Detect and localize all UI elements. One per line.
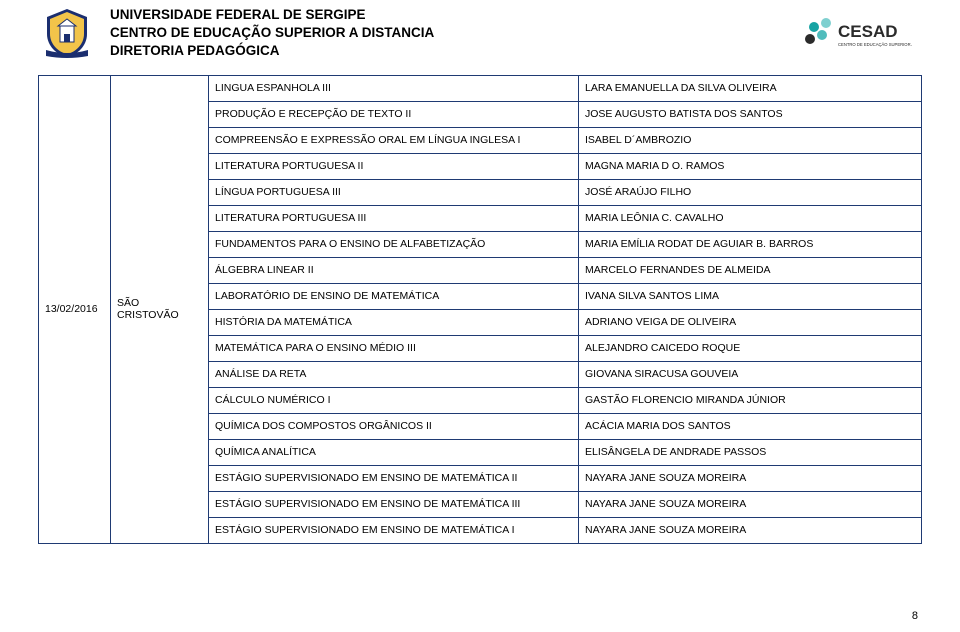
- person-cell: IVANA SILVA SANTOS LIMA: [579, 283, 922, 309]
- person-cell: NAYARA JANE SOUZA MOREIRA: [579, 465, 922, 491]
- person-cell: ADRIANO VEIGA DE OLIVEIRA: [579, 309, 922, 335]
- course-cell: LINGUA ESPANHOLA III: [209, 75, 579, 101]
- person-cell: NAYARA JANE SOUZA MOREIRA: [579, 517, 922, 543]
- schedule-table: 13/02/2016SÃO CRISTOVÃOLINGUA ESPANHOLA …: [38, 75, 922, 544]
- course-cell: ESTÁGIO SUPERVISIONADO EM ENSINO DE MATE…: [209, 465, 579, 491]
- course-cell: ESTÁGIO SUPERVISIONADO EM ENSINO DE MATE…: [209, 491, 579, 517]
- header-title-block: UNIVERSIDADE FEDERAL DE SERGIPE CENTRO D…: [106, 6, 790, 61]
- person-cell: JOSE AUGUSTO BATISTA DOS SANTOS: [579, 101, 922, 127]
- course-cell: QUÍMICA DOS COMPOSTOS ORGÂNICOS II: [209, 413, 579, 439]
- header-line-3: DIRETORIA PEDAGÓGICA: [110, 42, 790, 60]
- person-cell: MAGNA MARIA D O. RAMOS: [579, 153, 922, 179]
- course-cell: ÁLGEBRA LINEAR II: [209, 257, 579, 283]
- person-cell: JOSÉ ARAÚJO FILHO: [579, 179, 922, 205]
- person-cell: MARIA EMÍLIA RODAT DE AGUIAR B. BARROS: [579, 231, 922, 257]
- course-cell: LITERATURA PORTUGUESA III: [209, 205, 579, 231]
- person-cell: ISABEL D´AMBROZIO: [579, 127, 922, 153]
- person-cell: GIOVANA SIRACUSA GOUVEIA: [579, 361, 922, 387]
- course-cell: QUÍMICA ANALÍTICA: [209, 439, 579, 465]
- ufs-logo: [40, 6, 94, 60]
- person-cell: ELISÂNGELA DE ANDRADE PASSOS: [579, 439, 922, 465]
- person-cell: ACÁCIA MARIA DOS SANTOS: [579, 413, 922, 439]
- svg-text:CENTRO DE EDUCAÇÃO SUPERIOR A: CENTRO DE EDUCAÇÃO SUPERIOR A DISTÂNCIA …: [838, 42, 912, 47]
- cesad-logo: CESAD CENTRO DE EDUCAÇÃO SUPERIOR A DIST…: [802, 13, 912, 53]
- course-cell: MATEMÁTICA PARA O ENSINO MÉDIO III: [209, 335, 579, 361]
- person-cell: MARCELO FERNANDES DE ALMEIDA: [579, 257, 922, 283]
- course-cell: ESTÁGIO SUPERVISIONADO EM ENSINO DE MATE…: [209, 517, 579, 543]
- date-cell: 13/02/2016: [39, 75, 111, 543]
- person-cell: ALEJANDRO CAICEDO ROQUE: [579, 335, 922, 361]
- schedule-table-container: 13/02/2016SÃO CRISTOVÃOLINGUA ESPANHOLA …: [0, 65, 960, 544]
- person-cell: LARA EMANUELLA DA SILVA OLIVEIRA: [579, 75, 922, 101]
- page-number: 8: [912, 610, 918, 622]
- location-cell: SÃO CRISTOVÃO: [111, 75, 209, 543]
- course-cell: CÁLCULO NUMÉRICO I: [209, 387, 579, 413]
- document-header: UNIVERSIDADE FEDERAL DE SERGIPE CENTRO D…: [0, 0, 960, 65]
- svg-text:CESAD: CESAD: [838, 22, 898, 41]
- course-cell: FUNDAMENTOS PARA O ENSINO DE ALFABETIZAÇ…: [209, 231, 579, 257]
- course-cell: LÍNGUA PORTUGUESA III: [209, 179, 579, 205]
- course-cell: LABORATÓRIO DE ENSINO DE MATEMÁTICA: [209, 283, 579, 309]
- person-cell: MARIA LEÔNIA C. CAVALHO: [579, 205, 922, 231]
- person-cell: NAYARA JANE SOUZA MOREIRA: [579, 491, 922, 517]
- header-line-1: UNIVERSIDADE FEDERAL DE SERGIPE: [110, 6, 790, 24]
- course-cell: LITERATURA PORTUGUESA II: [209, 153, 579, 179]
- person-cell: GASTÃO FLORENCIO MIRANDA JÚNIOR: [579, 387, 922, 413]
- table-row: 13/02/2016SÃO CRISTOVÃOLINGUA ESPANHOLA …: [39, 75, 922, 101]
- course-cell: HISTÓRIA DA MATEMÁTICA: [209, 309, 579, 335]
- course-cell: COMPREENSÃO E EXPRESSÃO ORAL EM LÍNGUA I…: [209, 127, 579, 153]
- header-line-2: CENTRO DE EDUCAÇÃO SUPERIOR A DISTANCIA: [110, 24, 790, 42]
- course-cell: ANÁLISE DA RETA: [209, 361, 579, 387]
- course-cell: PRODUÇÃO E RECEPÇÃO DE TEXTO II: [209, 101, 579, 127]
